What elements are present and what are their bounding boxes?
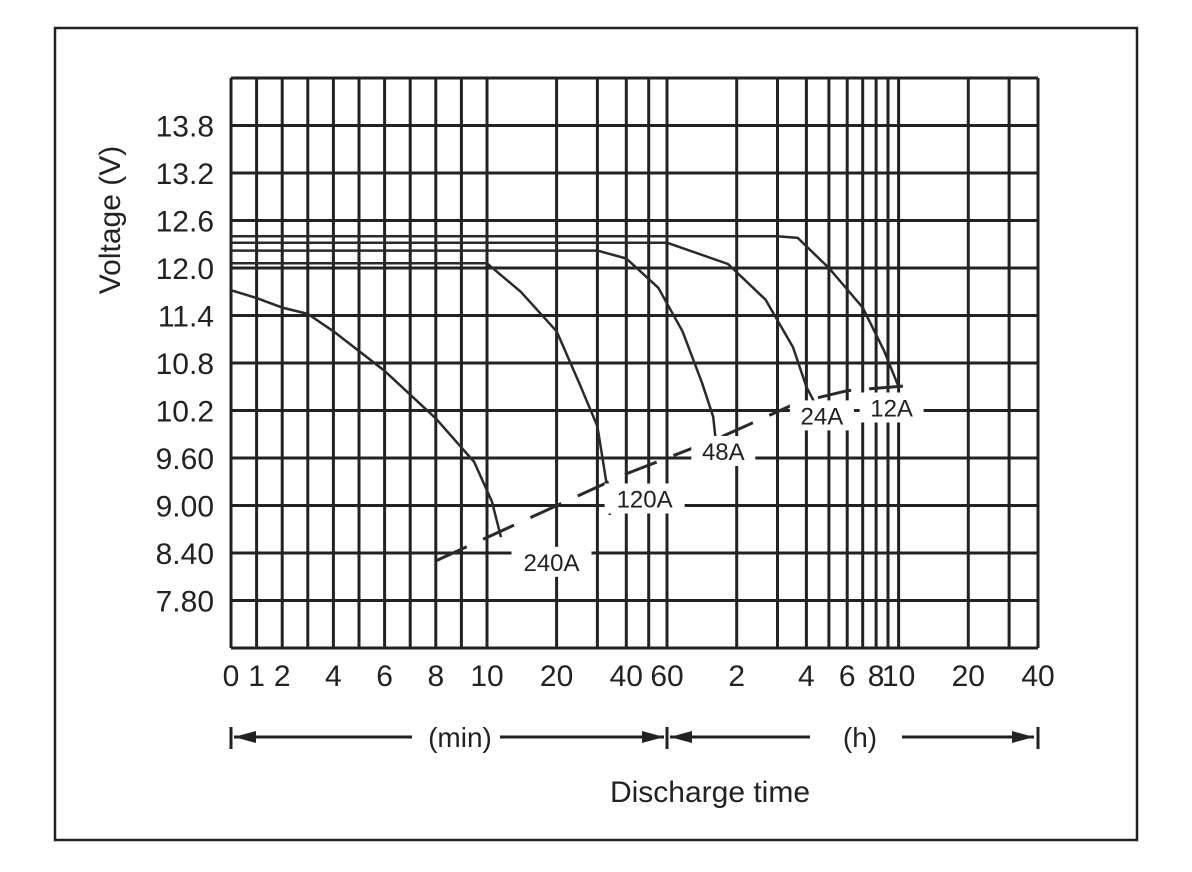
h-range-right-arrow xyxy=(1012,731,1034,743)
x-tick-label: 8 xyxy=(868,660,885,693)
cutoff-layer xyxy=(435,383,915,563)
y-axis-label: Voltage (V) xyxy=(94,146,127,294)
y-tick-label: 7.80 xyxy=(156,586,214,619)
x-tick-label: 1 xyxy=(248,660,265,693)
x-axis-label: Discharge time xyxy=(610,776,810,809)
series-line-240a xyxy=(230,289,503,538)
series-label: 12A xyxy=(870,396,913,423)
hours-range-indicator: (h) xyxy=(670,722,1040,753)
series-line-120a xyxy=(231,262,612,516)
x-tick-label: 6 xyxy=(839,660,856,693)
series-label-bg xyxy=(789,400,854,431)
min-range-left-arrow xyxy=(234,731,256,743)
x-tick-label: 0 xyxy=(223,660,240,693)
series-line-48a xyxy=(231,249,718,447)
series-label-bg xyxy=(691,436,756,466)
series-line-12a xyxy=(231,235,900,388)
x-tick-label: 40 xyxy=(610,660,643,693)
series-label: 48A xyxy=(702,439,745,466)
series-label: 240A xyxy=(523,550,579,577)
grid xyxy=(229,76,1040,650)
x-tick-label: 2 xyxy=(274,660,291,693)
minutes-range-indicator: (min) xyxy=(229,722,669,753)
x-tick-label: 8 xyxy=(427,660,444,693)
series-label: 120A xyxy=(617,487,673,514)
y-tick-label: 10.2 xyxy=(156,396,214,429)
x-tick-label: 4 xyxy=(325,660,342,693)
series-line-24a xyxy=(231,241,816,404)
series-label-bg xyxy=(511,546,592,577)
min-range-right-arrow xyxy=(642,731,664,743)
y-tick-label: 13.2 xyxy=(156,158,214,191)
x-tick-label: 40 xyxy=(1021,660,1054,693)
x-tick-label: 6 xyxy=(376,660,393,693)
hours-range-label: (h) xyxy=(843,722,877,753)
x-tick-label: 10 xyxy=(470,660,503,693)
y-tick-label: 9.60 xyxy=(156,443,214,476)
series-label-bg xyxy=(859,392,924,423)
y-tick-label: 13.8 xyxy=(156,111,214,144)
series-label-bg xyxy=(604,483,685,514)
x-tick-label: 10 xyxy=(882,660,915,693)
y-tick-label: 12.6 xyxy=(156,206,214,239)
x-tick-label: 20 xyxy=(540,660,573,693)
series-layer xyxy=(230,235,900,538)
x-tick-labels: 0 1 2 4 6 8 10 20 40 60 2 4 6 810 20 40 xyxy=(223,660,1055,693)
annotation-layer: 240A 120A 48A 24A 12A xyxy=(511,392,924,577)
minutes-range-label: (min) xyxy=(428,722,492,753)
x-tick-label: 60 xyxy=(650,660,683,693)
outer-frame xyxy=(53,26,1139,842)
y-tick-label: 10.8 xyxy=(156,348,214,381)
series-label: 24A xyxy=(801,403,844,430)
y-tick-label: 8.40 xyxy=(156,538,214,571)
x-tick-label: 4 xyxy=(798,660,815,693)
y-tick-label: 11.4 xyxy=(158,301,214,334)
cutoff-voltage-line xyxy=(435,383,915,563)
y-tick-labels: 7.80 8.40 9.00 9.60 10.2 10.8 11.4 12.0 12.6 13.2… xyxy=(156,111,214,619)
x-tick-label: 2 xyxy=(728,660,745,693)
x-tick-label: 20 xyxy=(952,660,985,693)
y-tick-label: 9.00 xyxy=(156,491,214,524)
y-tick-label: 12.0 xyxy=(156,253,214,286)
h-range-left-arrow xyxy=(670,731,692,743)
